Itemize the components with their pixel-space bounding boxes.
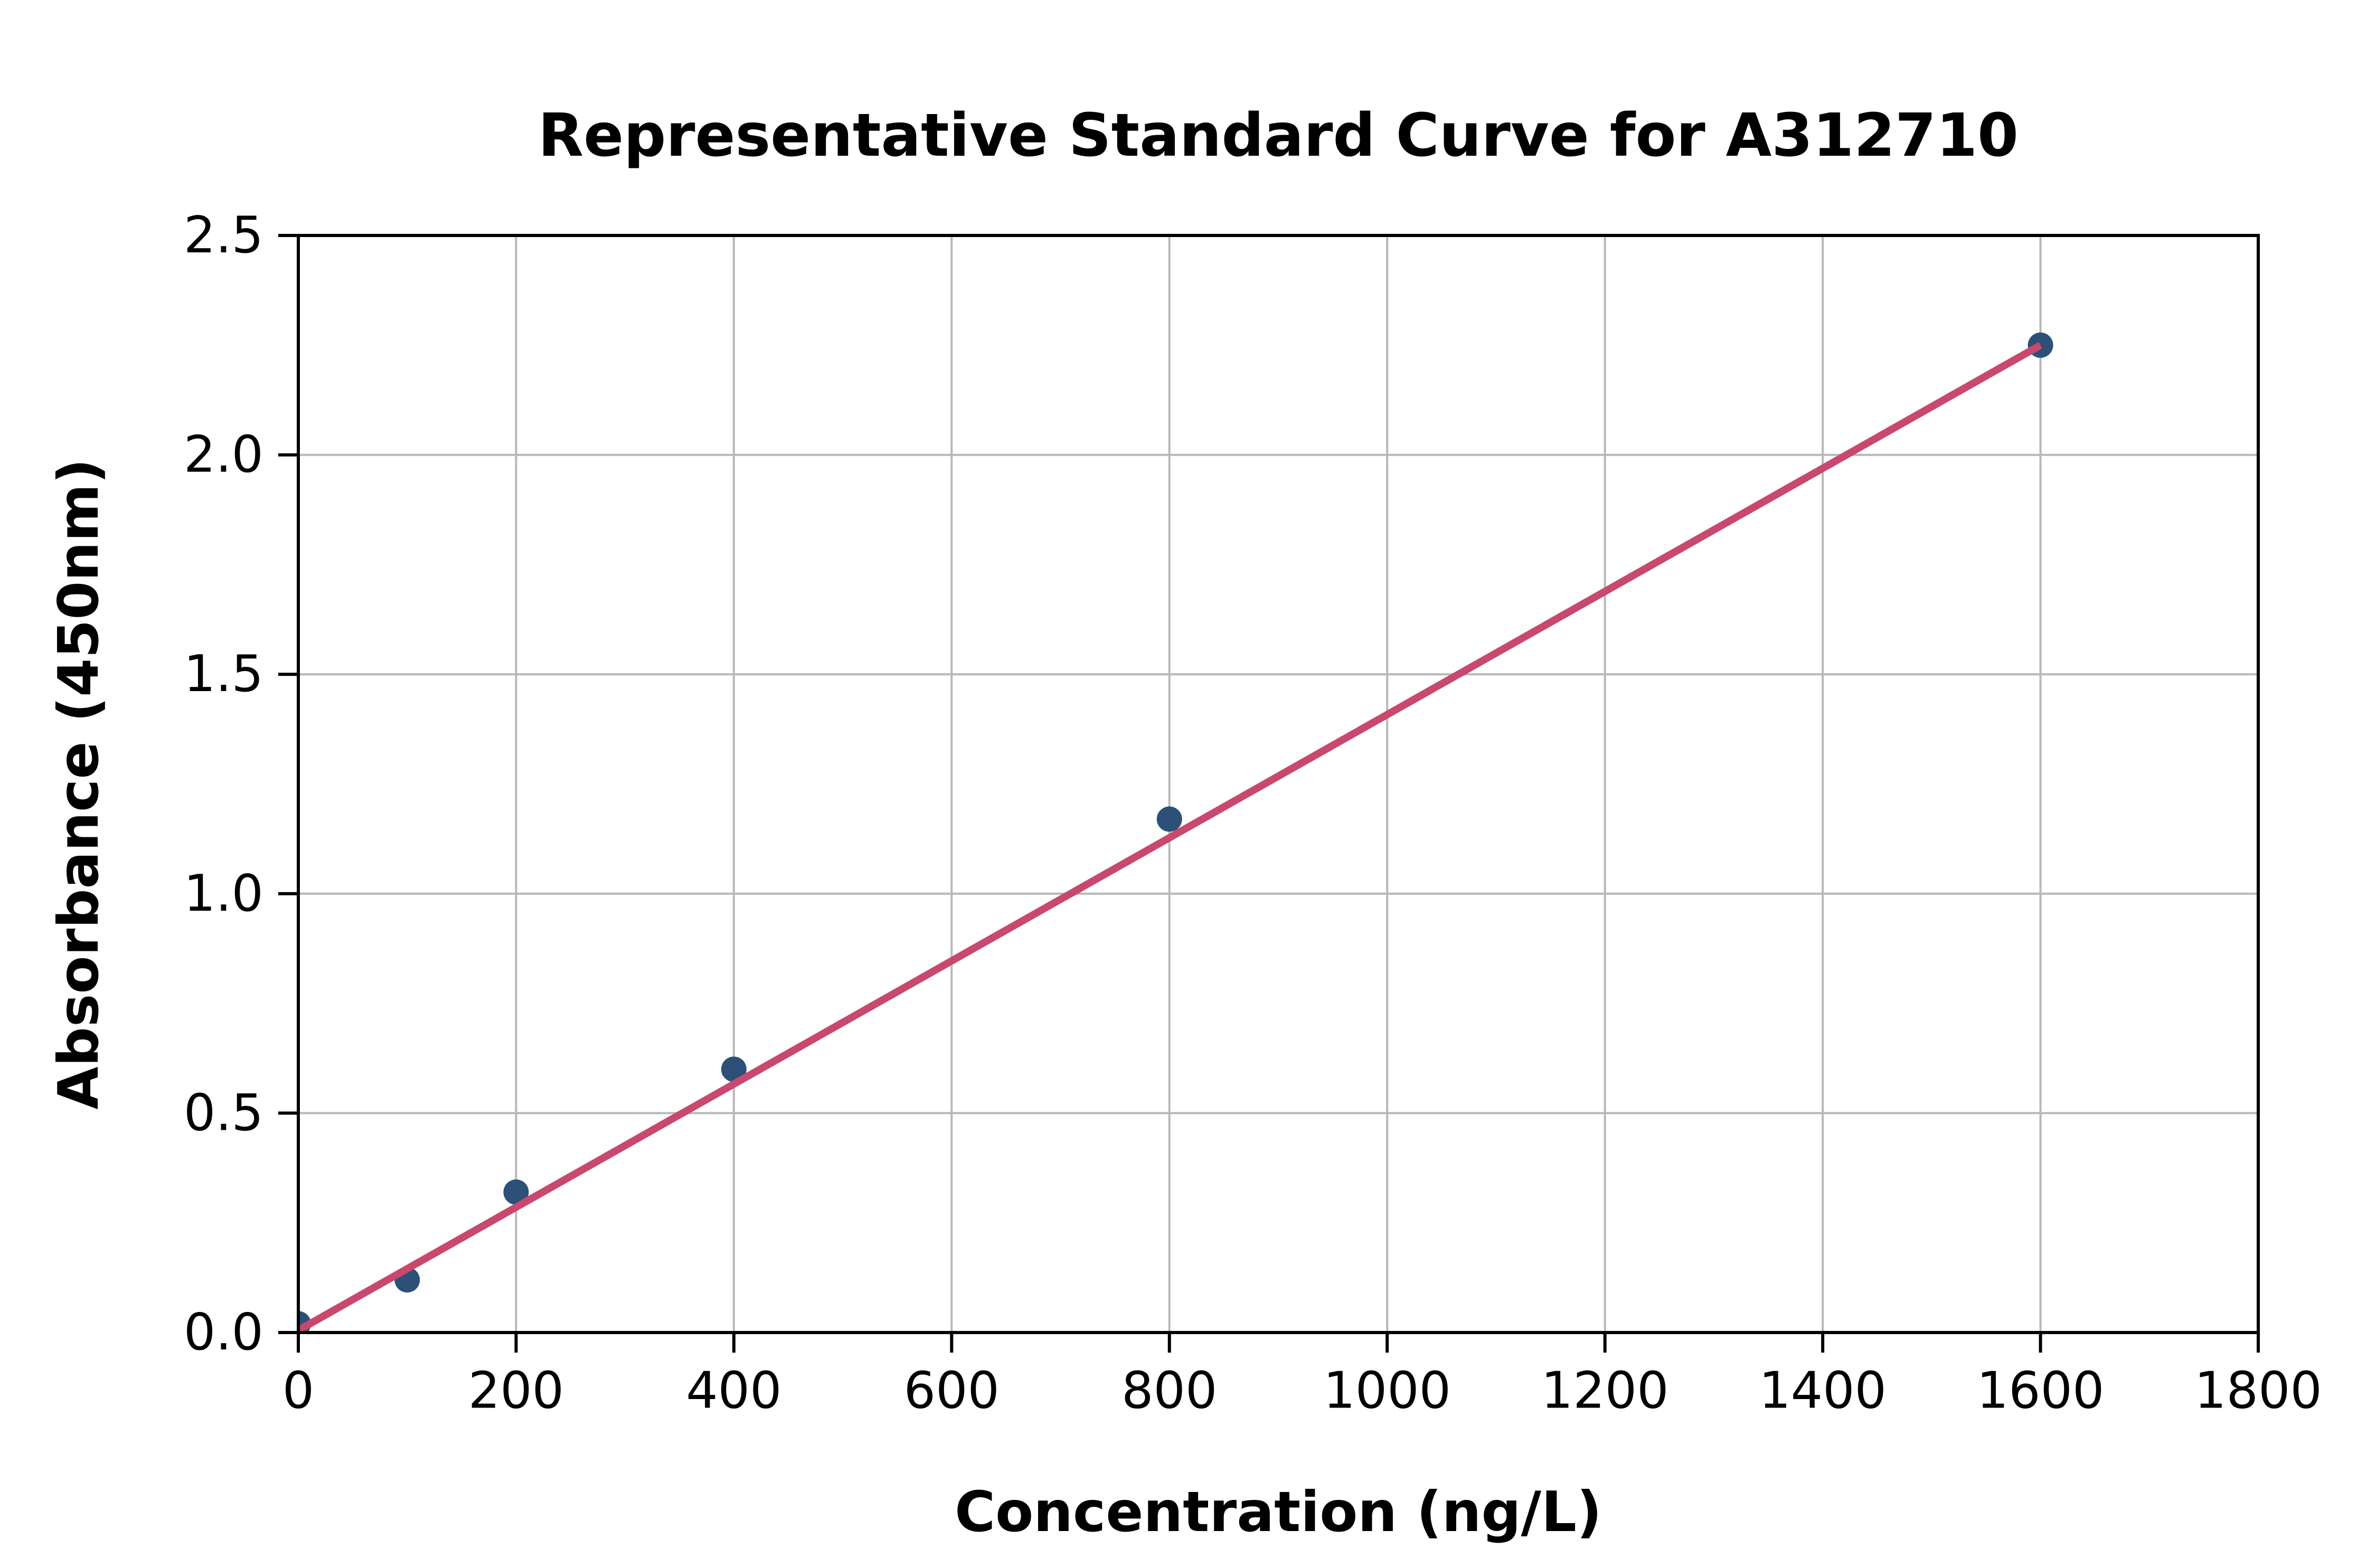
- x-tick-label: 1200: [1541, 1362, 1669, 1420]
- axis-ticks: [278, 234, 2260, 1353]
- x-tick-label: 1800: [2194, 1362, 2322, 1420]
- axis-tick-labels: 0 200 400 600 800 1000 1200 1400 1600 1800 0.0 0.5 1…: [184, 206, 2322, 1420]
- x-tick-label: 0: [282, 1362, 314, 1420]
- y-axis-label: Absorbance (450nm): [46, 459, 111, 1110]
- y-tick-label: 2.0: [184, 426, 263, 484]
- data-point: [721, 1056, 747, 1082]
- x-tick-label: 600: [904, 1362, 1000, 1420]
- x-tick-label: 200: [468, 1362, 564, 1420]
- data-point: [503, 1179, 529, 1205]
- y-tick-label: 2.5: [184, 206, 263, 265]
- plot-border: [297, 234, 2260, 1334]
- x-axis-label: Concentration (ng/L): [955, 1480, 1602, 1544]
- y-tick-label: 1.5: [184, 645, 263, 703]
- x-tick-label: 1600: [1977, 1362, 2105, 1420]
- chart-title: Representative Standard Curve for A31271…: [538, 101, 2019, 170]
- x-tick-label: 1000: [1323, 1362, 1451, 1420]
- data-point: [1156, 806, 1182, 832]
- y-tick-label: 1.0: [184, 865, 263, 923]
- y-tick-label: 0.5: [184, 1084, 263, 1142]
- trend-line-group: [298, 342, 2043, 1333]
- x-tick-label: 400: [686, 1362, 781, 1420]
- x-tick-label: 1400: [1759, 1362, 1887, 1420]
- x-tick-label: 800: [1121, 1362, 1217, 1420]
- y-tick-label: 0.0: [184, 1303, 263, 1362]
- trend-line: [298, 342, 2043, 1333]
